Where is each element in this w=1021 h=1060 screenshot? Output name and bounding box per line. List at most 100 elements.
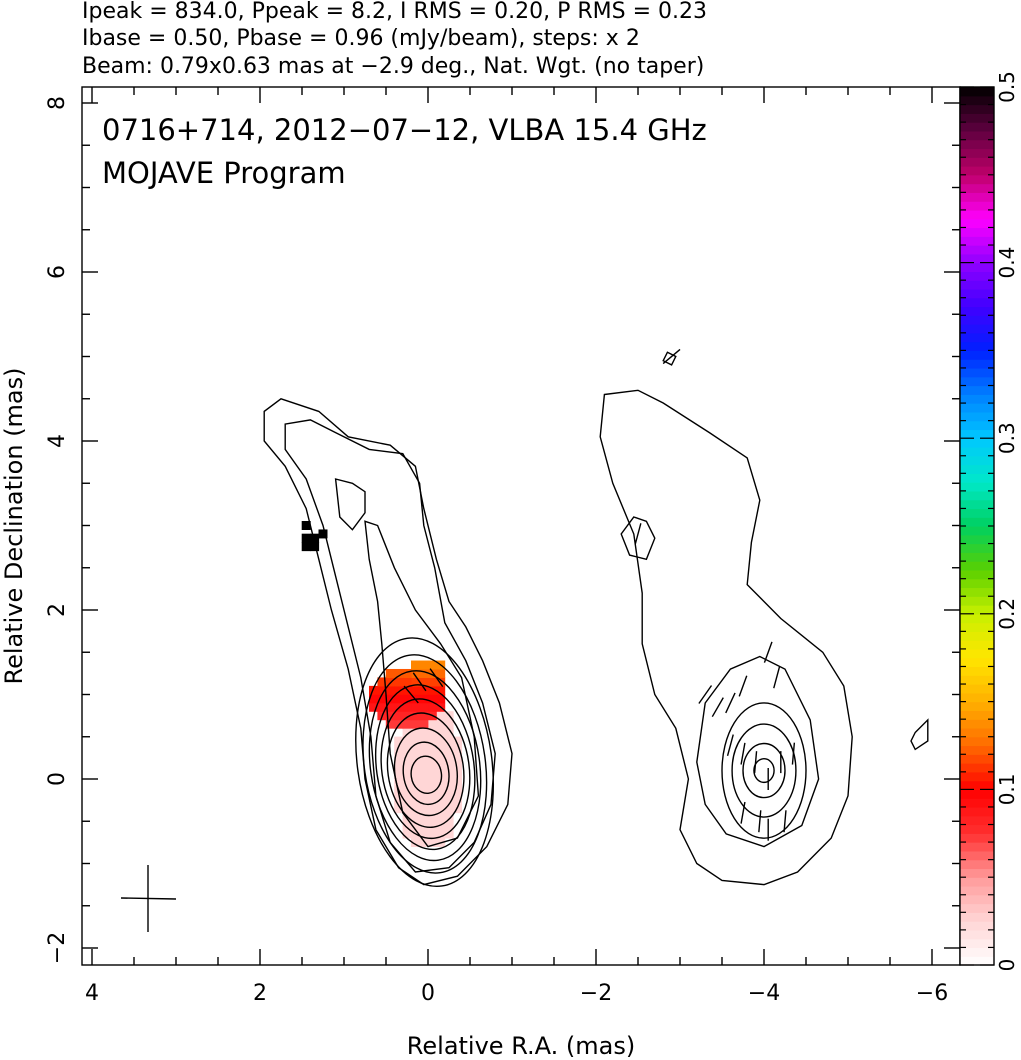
- pol-pixel: [427, 821, 437, 831]
- contour: [334, 478, 366, 531]
- pol-pixel: [402, 787, 412, 797]
- colorbar-segment: [960, 736, 994, 747]
- pol-pixel: [402, 745, 412, 755]
- colorbar-segment: [960, 341, 994, 351]
- colorbar-segment: [960, 780, 994, 790]
- colorbar-segment: [960, 806, 994, 817]
- pol-pixel: [394, 778, 404, 788]
- colorbar-segment: [960, 815, 994, 826]
- colorbar-segment: [960, 315, 994, 325]
- pol-pixel: [436, 770, 446, 780]
- contour: [910, 718, 929, 751]
- colorbar-segment: [960, 420, 994, 431]
- colorbar-segment: [960, 438, 994, 448]
- pol-pixel: [394, 745, 404, 755]
- pol-pixel: [419, 795, 429, 805]
- pol-pixel: [453, 753, 462, 763]
- evpa-tick: [791, 742, 796, 765]
- colorbar-segment: [960, 929, 994, 940]
- pol-pixel: [427, 778, 437, 788]
- colorbar-segment: [960, 631, 994, 641]
- pol-pixel: [402, 702, 412, 712]
- x-tick-label: 4: [85, 981, 99, 1006]
- pol-pixel: [402, 753, 412, 763]
- pol-pixel: [402, 770, 412, 780]
- colorbar-tick-label: 0.5: [995, 71, 1019, 103]
- pol-pixel: [369, 694, 378, 704]
- pol-pixel: [427, 719, 437, 729]
- pol-pixel: [411, 778, 420, 788]
- pol-pixel: [436, 677, 446, 687]
- colorbar-segment: [960, 763, 994, 773]
- pol-pixel: [444, 761, 454, 771]
- pol-pixel: [436, 711, 446, 721]
- pol-pixel: [436, 668, 446, 678]
- pol-pixel: [377, 694, 387, 704]
- x-tick-label: −6: [916, 981, 948, 1006]
- pol-pixel: [436, 719, 446, 729]
- colorbar-segment: [960, 359, 994, 369]
- contour-lines: [263, 351, 929, 888]
- x-tick-label: 2: [253, 981, 267, 1006]
- pol-pixel: [402, 668, 412, 678]
- pol-pixel: [377, 685, 387, 695]
- evpa-tick: [725, 692, 736, 714]
- colorbar-tick-label: 0.1: [995, 773, 1019, 805]
- pol-pixel: [436, 795, 446, 805]
- colorbar-segment: [960, 912, 994, 922]
- contour: [410, 755, 443, 795]
- colorbar-segment: [960, 508, 994, 518]
- pol-pixel: [394, 711, 404, 721]
- header-line-3: Beam: 0.79x0.63 mas at −2.9 deg., Nat. W…: [82, 54, 704, 79]
- pol-pixel: [444, 753, 454, 763]
- colorbar-segment: [960, 605, 994, 615]
- pol-pixel: [427, 694, 437, 704]
- colorbar-segment: [960, 482, 994, 492]
- plot-title-line-2: MOJAVE Program: [102, 156, 346, 190]
- colorbar-segment: [960, 903, 994, 913]
- pol-pixel: [427, 660, 437, 670]
- pol-pixel: [411, 753, 420, 763]
- pol-pixel: [419, 761, 429, 771]
- pol-pixel: [436, 761, 446, 771]
- pol-pixel: [427, 812, 437, 822]
- pol-pixel: [411, 668, 420, 678]
- pol-pixel: [419, 745, 429, 755]
- pol-pixel: [385, 694, 395, 704]
- colorbar-segment: [960, 227, 994, 237]
- pol-pixel: [301, 542, 311, 552]
- contour: [731, 723, 797, 818]
- colorbar-segment: [960, 157, 994, 167]
- pol-pixel: [427, 745, 437, 755]
- colorbar-tick-label: 0.3: [995, 422, 1019, 454]
- contour: [742, 742, 786, 799]
- colorbar-segment: [960, 833, 994, 843]
- pol-pixel: [419, 770, 429, 780]
- pol-pixel: [436, 736, 446, 746]
- colorbar-segment: [960, 455, 994, 466]
- evpa-tick: [429, 668, 444, 688]
- pol-pixel: [411, 761, 420, 771]
- pol-pixel: [427, 702, 437, 712]
- pol-pixel: [436, 804, 446, 814]
- colorbar-segment: [960, 95, 994, 106]
- colorbar-segment: [960, 183, 994, 193]
- evpa-tick: [783, 810, 787, 833]
- pol-pixel: [419, 804, 429, 814]
- pol-pixel: [402, 778, 412, 788]
- pol-pixel: [419, 812, 429, 822]
- colorbar-segment: [960, 885, 994, 896]
- colorbar-segment: [960, 490, 994, 501]
- colorbar-segment: [960, 701, 994, 711]
- pol-pixel: [394, 804, 404, 814]
- colorbar-segment: [960, 385, 994, 395]
- pol-pixel: [411, 711, 420, 721]
- colorbar-segment: [960, 526, 994, 536]
- colorbar-segment: [960, 824, 994, 834]
- pol-pixel: [419, 787, 429, 797]
- colorbar-segment: [960, 719, 994, 729]
- pol-pixel: [436, 728, 446, 738]
- colorbar-tick-label: 0.2: [995, 598, 1019, 630]
- colorbar-segment: [960, 262, 994, 272]
